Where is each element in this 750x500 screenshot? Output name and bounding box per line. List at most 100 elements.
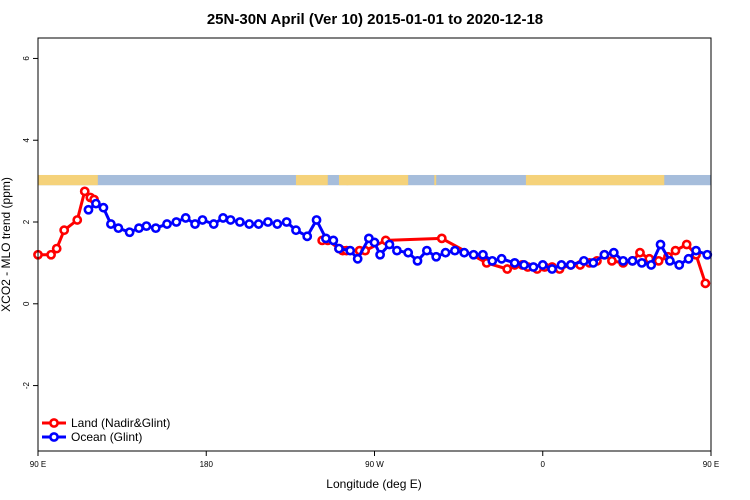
data-point	[46, 249, 56, 260]
data-point	[141, 221, 152, 231]
data-point	[328, 235, 339, 246]
series-layer	[33, 186, 713, 289]
data-point	[664, 255, 675, 266]
data-point	[124, 227, 135, 238]
land-segment	[338, 174, 349, 186]
data-point	[468, 249, 479, 260]
x-tick-label: 180	[200, 460, 214, 469]
data-point	[113, 223, 124, 234]
data-point	[197, 215, 208, 225]
data-point	[106, 219, 116, 229]
data-point	[502, 264, 513, 274]
legend-label: Ocean (Glint)	[71, 430, 142, 444]
land-segment	[525, 174, 665, 186]
data-point	[384, 239, 395, 250]
land-segment	[434, 174, 437, 186]
data-point	[646, 260, 657, 270]
y-tick-label: 6	[22, 56, 31, 61]
data-point	[607, 255, 617, 266]
data-point	[392, 245, 402, 256]
data-point	[459, 247, 470, 258]
data-point	[636, 258, 647, 268]
data-point	[225, 215, 236, 225]
data-point	[162, 219, 172, 229]
y-tick-label: 4	[22, 137, 31, 142]
land-segment	[38, 174, 98, 186]
data-point	[436, 233, 447, 244]
data-point	[334, 243, 344, 254]
x-axis: 90 E 180 90 W 0 90 E	[30, 451, 719, 469]
data-point	[537, 260, 548, 270]
data-point	[171, 217, 182, 227]
data-point	[578, 255, 589, 266]
legend-marker	[49, 418, 59, 428]
x-tick-label: 90 W	[365, 460, 384, 469]
data-point	[369, 237, 380, 248]
data-point	[302, 231, 313, 242]
data-point	[431, 251, 442, 262]
data-point	[547, 264, 557, 274]
data-point	[655, 239, 666, 250]
data-point	[608, 247, 619, 258]
data-point	[588, 258, 599, 268]
legend-label: Land (Nadir&Glint)	[71, 416, 170, 430]
data-point	[345, 245, 356, 256]
data-point	[79, 186, 90, 197]
y-tick-label: -2	[22, 381, 31, 389]
data-point	[320, 233, 331, 244]
data-point	[421, 245, 432, 256]
data-point	[208, 219, 219, 229]
legend-item: Land (Nadir&Glint)	[42, 416, 170, 430]
data-point	[700, 278, 711, 289]
land-segment	[346, 174, 409, 186]
data-point	[51, 243, 62, 254]
data-point	[556, 260, 567, 270]
data-point	[496, 253, 507, 264]
data-point	[311, 215, 322, 225]
x-tick-label: 0	[541, 460, 546, 469]
data-point	[653, 255, 664, 266]
y-axis: -2 0 2 4 6	[22, 56, 38, 389]
x-axis-label: Longitude (deg E)	[326, 477, 421, 491]
data-point	[180, 213, 191, 223]
series-ocean	[83, 198, 713, 274]
data-point	[83, 204, 94, 215]
data-point	[674, 260, 685, 270]
data-point	[403, 247, 414, 258]
data-point	[352, 253, 363, 264]
y-axis-label: XCO2 - MLO trend (ppm)	[0, 177, 13, 312]
y-tick-label: 2	[22, 219, 31, 224]
data-point	[599, 249, 610, 260]
data-point	[375, 249, 386, 260]
surface-band	[38, 174, 711, 186]
data-point	[691, 245, 701, 256]
data-point	[487, 255, 498, 266]
legend: Land (Nadir&Glint)Ocean (Glint)	[42, 416, 170, 444]
data-point	[134, 223, 144, 234]
data-point	[440, 247, 451, 258]
data-point	[59, 225, 70, 236]
data-point	[253, 219, 264, 229]
data-point	[509, 258, 520, 268]
data-point	[244, 219, 255, 229]
chart-title: 25N-30N April (Ver 10) 2015-01-01 to 202…	[207, 11, 543, 28]
data-point	[281, 217, 292, 227]
data-point	[291, 225, 301, 236]
data-point	[670, 245, 681, 256]
data-point	[234, 217, 245, 227]
data-point	[263, 217, 273, 227]
data-point	[528, 262, 539, 272]
data-point	[627, 255, 638, 266]
data-point	[618, 255, 629, 266]
data-point	[91, 198, 101, 209]
data-point	[565, 260, 576, 270]
y-tick-label: 0	[22, 301, 31, 306]
land-segment	[295, 174, 328, 186]
legend-item: Ocean (Glint)	[42, 430, 142, 444]
data-point	[449, 245, 460, 256]
data-point	[683, 253, 694, 264]
data-point	[72, 215, 83, 225]
legend-marker	[49, 432, 59, 442]
data-point	[412, 255, 423, 266]
